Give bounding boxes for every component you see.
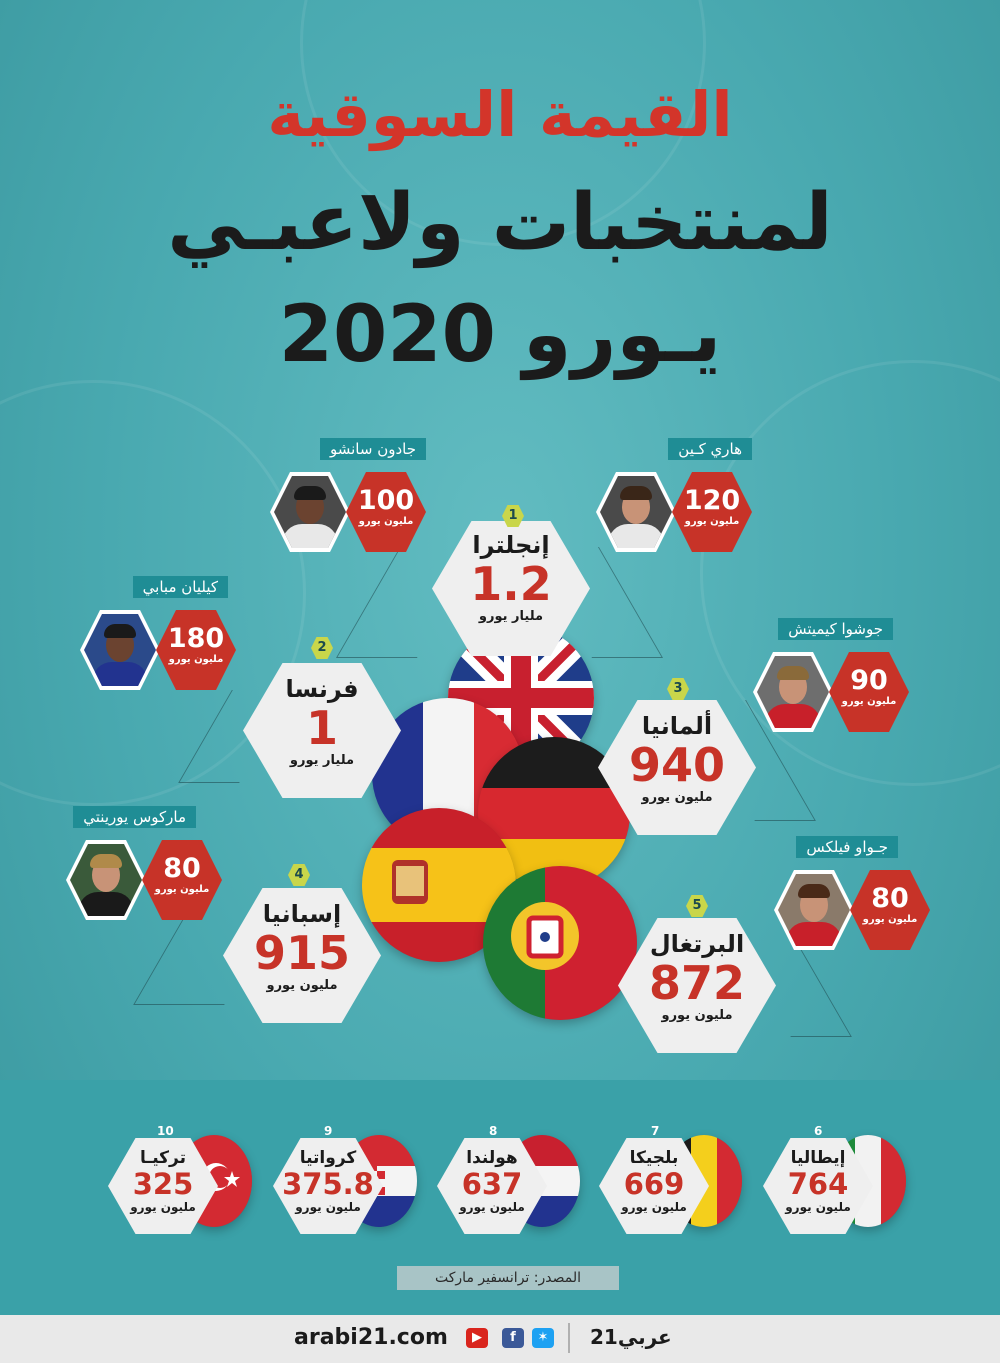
country-unit: مليون يورو	[459, 1200, 525, 1214]
rank-badge: 5	[686, 895, 708, 917]
rank-number: 7	[651, 1124, 660, 1138]
player-unit: مليون يورو	[841, 696, 897, 707]
rank-badge: 3	[667, 678, 689, 700]
country-unit: مليون يورو	[295, 1200, 361, 1214]
twitter-icon[interactable]: ✶	[532, 1328, 554, 1348]
player-card-marcos-llorente: ماركوس يورينتي 80 مليون يورو	[66, 806, 236, 920]
country-name: كرواتيا	[299, 1148, 357, 1168]
country-unit: مليار يورو	[478, 609, 544, 624]
rank-number: 10	[157, 1124, 174, 1138]
country-name: إيطاليا	[790, 1148, 846, 1168]
player-value: 80	[871, 883, 909, 914]
country-name: تركيـا	[140, 1148, 186, 1168]
player-card-joao-felix: جـواو فيلكس 80 مليون يورو	[774, 836, 944, 950]
player-photo	[270, 472, 350, 552]
player-name: جوشوا كيميتش	[778, 618, 893, 640]
country-name: ألمانيا	[641, 712, 713, 740]
country-name: هولندا	[466, 1148, 518, 1168]
country-value: 1.2	[470, 557, 552, 611]
country-value: 1	[305, 701, 338, 755]
player-photo	[66, 840, 146, 920]
player-card-joshua-kimmich: جوشوا كيميتش 90 مليون يورو	[753, 618, 923, 732]
player-value-hex: 80 مليون يورو	[850, 870, 930, 950]
country-name: البرتغال	[649, 930, 745, 958]
player-value: 100	[357, 485, 415, 516]
country-value: 637	[461, 1167, 523, 1201]
rank-badge: 1	[502, 505, 524, 527]
country-value: 375.8	[282, 1167, 374, 1201]
flag-ball-portugal	[483, 866, 637, 1020]
player-unit: مليون يورو	[154, 884, 210, 895]
site-url[interactable]: arabi21.com	[294, 1325, 448, 1350]
player-name: ماركوس يورينتي	[73, 806, 196, 828]
player-unit: مليون يورو	[862, 914, 918, 925]
player-value-hex: 180 مليون يورو	[156, 610, 236, 690]
player-name: كيليان مبابي	[132, 576, 228, 598]
player-unit: مليون يورو	[358, 516, 414, 527]
country-value: 915	[253, 926, 351, 980]
country-unit: مليار يورو	[289, 753, 355, 768]
player-value-hex: 120 مليون يورو	[672, 472, 752, 552]
country-unit: مليون يورو	[621, 1200, 687, 1214]
player-card-harry-kane: هاري كـين 120 مليون يورو	[596, 438, 766, 552]
player-photo	[80, 610, 160, 690]
player-value-hex: 100 مليون يورو	[346, 472, 426, 552]
footer: arabi21.com ▶ f ✶ عربي21	[0, 1315, 1000, 1363]
player-photo	[753, 652, 833, 732]
country-unit: مليون يورو	[266, 978, 338, 993]
country-name: فرنسا	[285, 675, 359, 703]
country-card-england: إنجلترا 1.2 مليار يورو	[432, 521, 590, 656]
player-photo	[596, 472, 676, 552]
title-line-1: القيمة السوقية	[267, 78, 733, 151]
country-card-spain: إسبانيا 915 مليون يورو	[223, 888, 381, 1023]
player-unit: مليون يورو	[168, 654, 224, 665]
player-card-kylian-mbappe: كيليان مبابي 180 مليون يورو	[80, 576, 250, 690]
rank-badge: 2	[311, 637, 333, 659]
player-value: 80	[163, 853, 201, 884]
country-unit: مليون يورو	[661, 1008, 733, 1023]
rank-number: 9	[324, 1124, 333, 1138]
player-card-jadon-sancho: جادون سانشو 100 مليون يورو	[270, 438, 440, 552]
country-unit: مليون يورو	[785, 1200, 851, 1214]
country-name: بلجيكا	[629, 1148, 679, 1168]
country-name: إنجلترا	[472, 531, 550, 559]
player-name: هاري كـين	[668, 438, 752, 460]
player-value-hex: 80 مليون يورو	[142, 840, 222, 920]
player-unit: مليون يورو	[684, 516, 740, 527]
player-value-hex: 90 مليون يورو	[829, 652, 909, 732]
country-value: 325	[132, 1167, 194, 1201]
brand-logo: عربي21	[590, 1325, 672, 1349]
country-value: 669	[623, 1167, 685, 1201]
title-line-3: يـورو 2020	[278, 290, 722, 380]
country-name: إسبانيا	[262, 900, 342, 928]
player-name: جـواو فيلكس	[796, 836, 898, 858]
rank-number: 8	[489, 1124, 498, 1138]
rank-number: 6	[814, 1124, 823, 1138]
player-photo	[774, 870, 854, 950]
player-value: 180	[167, 623, 225, 654]
country-value: 872	[648, 956, 746, 1010]
country-unit: مليون يورو	[130, 1200, 196, 1214]
player-value: 90	[850, 665, 888, 696]
country-unit: مليون يورو	[641, 790, 713, 805]
rank-badge: 4	[288, 864, 310, 886]
facebook-icon[interactable]: f	[502, 1328, 524, 1348]
country-card-france: فرنسا 1 مليار يورو	[243, 663, 401, 798]
title-line-2: لمنتخبات ولاعبـي	[167, 178, 833, 268]
source-label: المصدر: ترانسفير ماركت	[397, 1266, 619, 1290]
country-card-croatia: كرواتيا 375.8 مليون يورو	[273, 1138, 383, 1234]
player-value: 120	[683, 485, 741, 516]
youtube-icon[interactable]: ▶	[466, 1328, 488, 1348]
country-value: 764	[787, 1167, 849, 1201]
footer-divider	[568, 1323, 570, 1353]
country-value: 940	[628, 738, 726, 792]
player-name: جادون سانشو	[320, 438, 426, 460]
